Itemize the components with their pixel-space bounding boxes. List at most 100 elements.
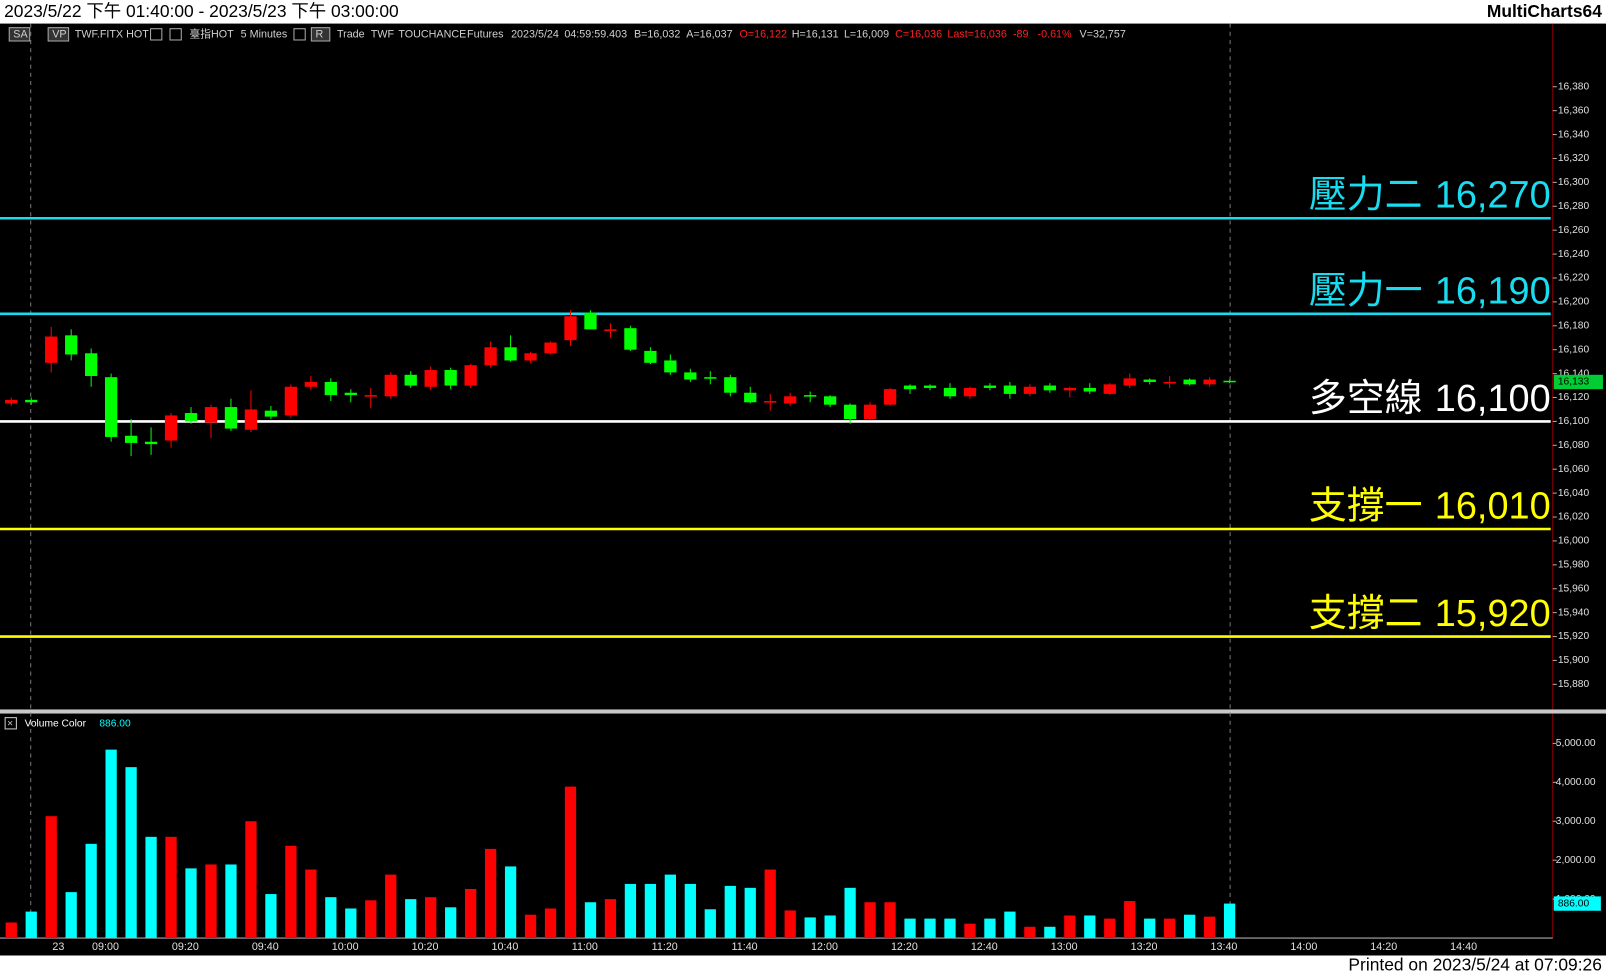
last-price-label: 16,133 xyxy=(1558,377,1590,388)
volume-bar xyxy=(624,883,637,939)
toolbar-item: A=16,037 xyxy=(686,29,732,41)
y-tick-label: 16,340 xyxy=(1558,129,1590,140)
y-tick-label: 16,080 xyxy=(1558,440,1590,451)
volume-bar xyxy=(504,866,517,939)
x-tick-label: 11:00 xyxy=(572,941,598,953)
candle-body xyxy=(384,374,397,397)
volume-bar xyxy=(524,914,537,939)
candle-body xyxy=(963,387,977,397)
candle-body xyxy=(1003,385,1017,394)
volume-bar xyxy=(484,848,497,939)
y-tick-label: 5,000.00 xyxy=(1556,738,1596,749)
y-tick-label: 16,180 xyxy=(1558,320,1590,331)
y-tick-label: 15,900 xyxy=(1558,655,1590,666)
candle-body xyxy=(1123,378,1136,386)
y-tick-label: 16,160 xyxy=(1558,344,1590,355)
x-tick-label: 09:20 xyxy=(172,941,199,953)
volume-bar xyxy=(325,897,337,939)
x-tick-label: 09:00 xyxy=(92,941,119,953)
volume-bar xyxy=(1164,918,1176,939)
toolbar-item: Futures xyxy=(467,29,503,41)
candle-body xyxy=(943,387,957,397)
toolbar-dropdown[interactable] xyxy=(293,28,306,41)
candle-body xyxy=(85,353,98,376)
y-tick-label: 2,000.00 xyxy=(1556,855,1596,866)
volume-bar xyxy=(45,816,57,939)
volume-bar xyxy=(125,767,137,939)
volume-bar xyxy=(884,902,896,939)
toolbar-item: 04:59:59.403 xyxy=(564,29,627,41)
candle-body xyxy=(204,407,218,423)
y-tick-label: 16,140 xyxy=(1558,368,1590,379)
volume-bar xyxy=(784,910,796,939)
x-tick-label: 14:20 xyxy=(1370,941,1397,953)
volume-bar xyxy=(145,836,157,939)
candle-body xyxy=(324,381,337,396)
candle-body xyxy=(484,347,497,366)
candle-body xyxy=(104,377,118,437)
level-label: 支撐二 15,920 xyxy=(1309,593,1551,635)
toolbar-item: 臺指HOT xyxy=(189,28,234,41)
toolbar-button[interactable] xyxy=(310,27,331,42)
y-tick-label: 4,000.00 xyxy=(1556,777,1596,788)
y-tick-label: 16,320 xyxy=(1558,153,1590,164)
toolbar-button[interactable] xyxy=(8,27,31,42)
volume-bar xyxy=(604,899,617,939)
volume-bar xyxy=(1223,903,1236,939)
volume-bar xyxy=(265,894,277,939)
y-tick-label: 15,960 xyxy=(1558,583,1590,594)
x-tick-label: 12:00 xyxy=(811,941,838,953)
toolbar-item: 5 Minutes xyxy=(241,29,288,41)
candle-body xyxy=(1163,381,1176,384)
level-value: 16,270 xyxy=(1435,175,1551,217)
candle-body xyxy=(823,396,837,405)
volume-bar xyxy=(1144,918,1156,939)
volume-bar xyxy=(385,874,397,939)
indicator-toggle-x: × xyxy=(7,718,13,729)
volume-bar xyxy=(465,889,477,939)
header-bar xyxy=(0,0,1606,24)
y-tick-label: 16,000 xyxy=(1558,536,1590,547)
volume-bar xyxy=(165,836,177,939)
volume-bar xyxy=(824,915,836,939)
x-tick-label: 11:40 xyxy=(732,941,758,953)
volume-bar xyxy=(1044,926,1056,939)
toolbar-item: Trade xyxy=(337,29,365,41)
y-tick-label: 15,980 xyxy=(1558,560,1590,571)
volume-bar xyxy=(804,917,816,939)
volume-bar xyxy=(85,843,97,939)
toolbar-button[interactable] xyxy=(47,27,70,42)
candle-body xyxy=(404,374,417,386)
toolbar-dropdown[interactable] xyxy=(169,28,182,41)
indicator-toggle[interactable] xyxy=(4,717,17,730)
volume-bar xyxy=(1004,911,1016,939)
last-volume-box xyxy=(1553,896,1601,911)
candle-body xyxy=(1103,384,1116,394)
candle-body xyxy=(883,389,897,405)
level-value: 15,920 xyxy=(1435,593,1551,635)
x-tick-label: 10:00 xyxy=(332,941,359,953)
candle-body xyxy=(584,312,597,330)
toolbar-dropdown[interactable] xyxy=(150,28,163,41)
toolbar-item: Last=16,036 xyxy=(947,29,1006,41)
last-volume-label: 886.00 xyxy=(1558,898,1590,909)
candle-body xyxy=(144,441,158,445)
y-tick-label: 16,380 xyxy=(1558,81,1590,92)
candle-body xyxy=(804,395,817,397)
candle-body xyxy=(624,328,637,350)
x-tick-label: 10:40 xyxy=(492,941,519,953)
y-tick-label: 16,040 xyxy=(1558,488,1590,499)
candle-body xyxy=(5,399,18,404)
volume-bar xyxy=(405,899,417,939)
x-tick-label: 23 xyxy=(52,941,64,953)
candle-body xyxy=(344,392,357,396)
y-tick-label: 16,240 xyxy=(1558,249,1590,260)
volume-bar xyxy=(764,869,776,939)
candle-body xyxy=(1063,387,1076,391)
y-tick-label: 16,220 xyxy=(1558,273,1590,284)
volume-bar xyxy=(5,922,17,939)
toolbar-item: O=16,122 xyxy=(739,29,787,41)
y-tick-label: 16,120 xyxy=(1558,392,1590,403)
level-value: 16,190 xyxy=(1435,270,1551,312)
